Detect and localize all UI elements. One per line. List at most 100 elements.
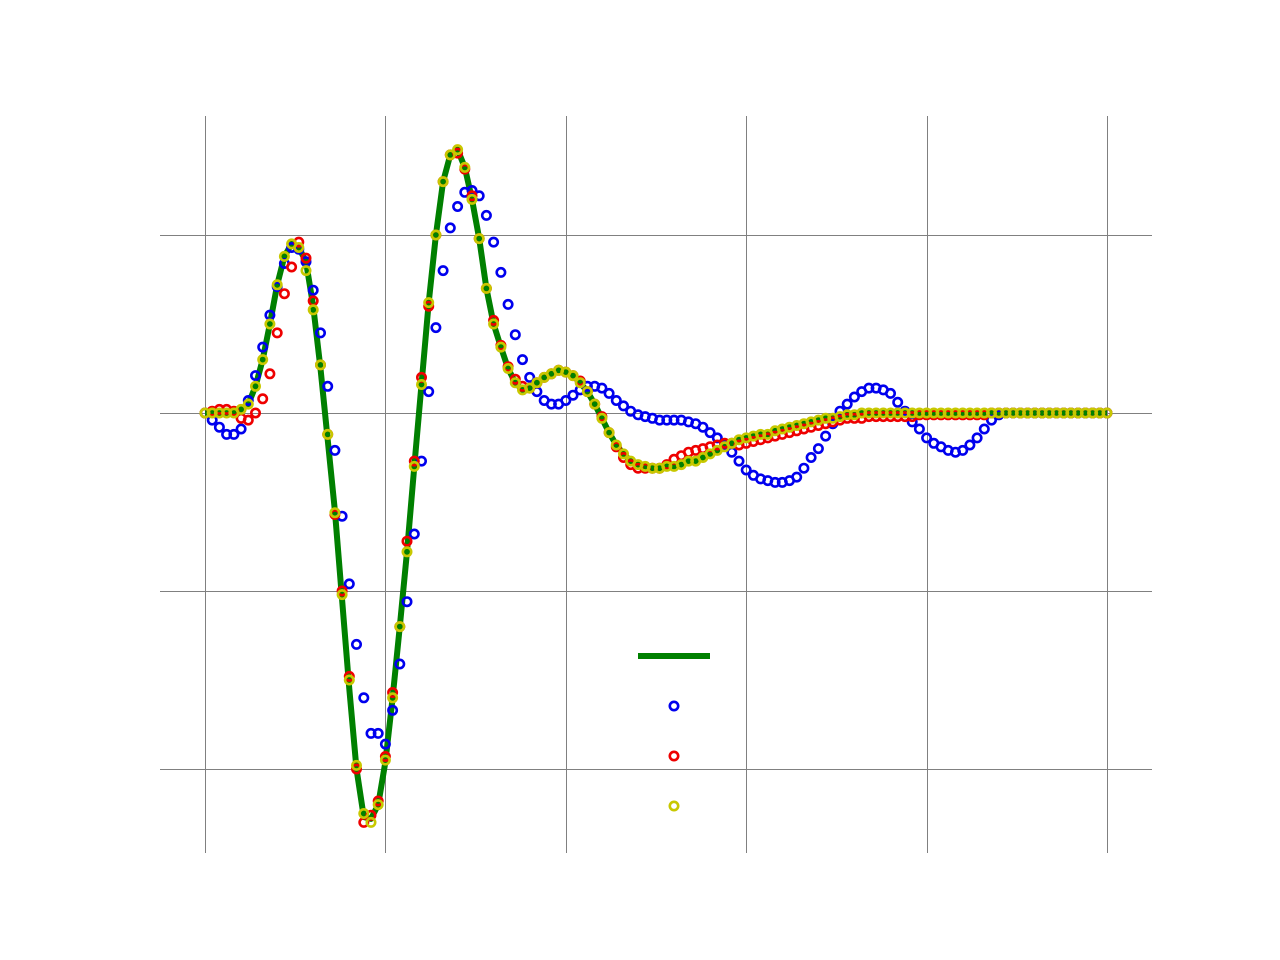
series-1-point	[848, 391, 860, 403]
series-1-point	[488, 236, 500, 248]
series-1-point	[372, 727, 384, 739]
series-1-point	[509, 329, 521, 341]
series-1-point	[884, 387, 896, 399]
series-1-point	[921, 432, 933, 444]
series-3-point	[329, 507, 341, 519]
series-1-point	[603, 387, 615, 399]
series-3-point	[596, 412, 608, 424]
series-2-point	[488, 314, 500, 326]
series-2-point	[401, 535, 413, 547]
series-3-point	[466, 193, 478, 205]
series-1-point	[495, 266, 507, 278]
series-1-point	[379, 738, 391, 750]
series-3-point	[495, 341, 507, 353]
series-2-point	[300, 252, 312, 264]
series-3-point	[307, 304, 319, 316]
series-3-point	[250, 380, 262, 392]
series-1-point	[213, 421, 225, 433]
legend-marker-swatch	[668, 700, 680, 712]
series-3-point	[271, 279, 283, 291]
series-3	[199, 144, 1113, 828]
series-3-point	[488, 318, 500, 330]
series-2	[199, 147, 1113, 828]
series-3-point	[589, 398, 601, 410]
series-1-point	[401, 596, 413, 608]
series-3-point	[336, 589, 348, 601]
series-3-point	[408, 460, 420, 472]
series-3-point	[350, 759, 362, 771]
series-3-point	[581, 386, 593, 398]
series-1-point	[343, 578, 355, 590]
series-2-point	[278, 288, 290, 300]
series-2-point	[250, 407, 262, 419]
legend-entry-1	[668, 700, 680, 712]
series-3-point	[524, 382, 536, 394]
series-1-point	[307, 284, 319, 296]
series-1-point	[617, 400, 629, 412]
series-1-point	[430, 322, 442, 334]
series-2-point	[343, 670, 355, 682]
series-1-point	[704, 427, 716, 439]
series-3-point	[574, 377, 586, 389]
series-3-point	[617, 448, 629, 460]
series-1-point	[964, 439, 976, 451]
series-2-point	[379, 750, 391, 762]
series-3-point	[509, 377, 521, 389]
series-3-point	[343, 674, 355, 686]
series-3-point	[387, 692, 399, 704]
series-3-point	[444, 149, 456, 161]
grid	[160, 116, 1152, 853]
series-1-point	[798, 462, 810, 474]
series-1-point	[913, 423, 925, 435]
series-1-point	[444, 222, 456, 234]
series-3-point	[567, 370, 579, 382]
series-2-point	[271, 327, 283, 339]
series-1-point	[480, 209, 492, 221]
series-3-point	[423, 297, 435, 309]
series-1-point	[250, 370, 262, 382]
series-2-point	[423, 300, 435, 312]
series-layer	[199, 144, 1113, 828]
series-1-point	[971, 432, 983, 444]
series-1-point	[820, 430, 832, 442]
series-1-point	[452, 201, 464, 213]
series-1-point	[560, 394, 572, 406]
series-1-point	[985, 414, 997, 426]
series-2-point	[408, 455, 420, 467]
series-1-point	[242, 394, 254, 406]
series-3-point	[257, 354, 269, 366]
series-3-point	[358, 807, 370, 819]
legend	[638, 653, 710, 812]
series-1-point	[524, 371, 536, 383]
series-3-point	[401, 546, 413, 558]
series-3-point	[473, 233, 485, 245]
series-1-point	[610, 394, 622, 406]
series-3-point	[437, 176, 449, 188]
series-2-point	[372, 795, 384, 807]
series-1-point	[502, 298, 514, 310]
series-2-point	[242, 414, 254, 426]
series-1-point	[516, 354, 528, 366]
series-2-point	[257, 393, 269, 405]
series-2-point	[336, 585, 348, 597]
series-2-point	[350, 763, 362, 775]
series-1-point	[740, 464, 752, 476]
series-2-point	[286, 261, 298, 273]
series-1-point	[791, 471, 803, 483]
series-1-point	[733, 455, 745, 467]
series-1-point	[841, 398, 853, 410]
legend-entry-3	[668, 800, 680, 812]
series-3-point	[502, 362, 514, 374]
series-3-point	[322, 428, 334, 440]
legend-marker-swatch	[668, 800, 680, 812]
series-3-point	[379, 754, 391, 766]
series-3-point	[394, 621, 406, 633]
series-3-point	[264, 318, 276, 330]
series-1-point	[957, 444, 969, 456]
legend-entry-2	[668, 750, 680, 762]
series-2-point	[387, 686, 399, 698]
series-1-point	[567, 389, 579, 401]
series-1-point	[350, 638, 362, 650]
series-3-point	[459, 161, 471, 173]
series-1-point	[358, 692, 370, 704]
